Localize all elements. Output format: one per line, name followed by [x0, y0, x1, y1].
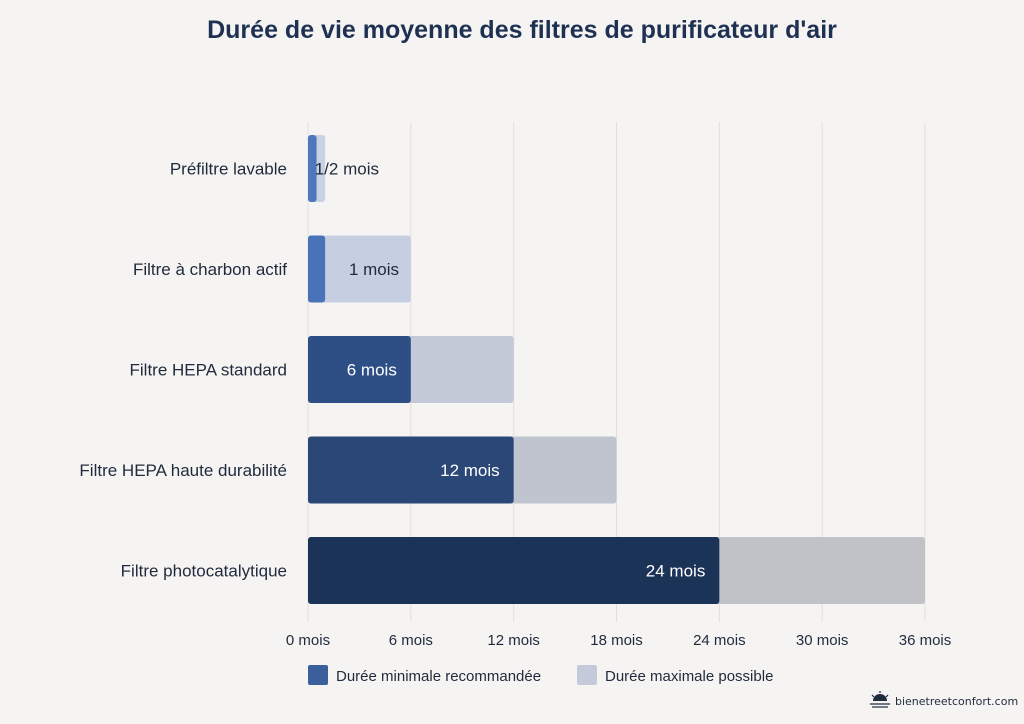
bar-min — [308, 336, 411, 403]
x-tick-label: 18 mois — [590, 632, 643, 649]
x-tick-label: 0 mois — [286, 632, 330, 649]
legend-swatch — [308, 665, 328, 685]
category-label: Préfiltre lavable — [170, 160, 287, 179]
data-label: 1/2 mois — [315, 160, 379, 179]
chart-title: Durée de vie moyenne des filtres de puri… — [207, 16, 837, 44]
bar-min — [308, 436, 514, 504]
x-tick-label: 36 mois — [899, 632, 952, 649]
bar-max — [308, 235, 411, 303]
x-tick-label: 6 mois — [389, 632, 433, 649]
data-label: 12 mois — [440, 461, 500, 480]
category-label: Filtre photocatalytique — [121, 562, 287, 581]
watermark-text: bienetreetconfort.com — [895, 695, 1018, 708]
data-label: 24 mois — [646, 562, 706, 581]
sunrise-logo-icon — [870, 691, 890, 708]
bar-min — [308, 537, 720, 604]
x-axis-ticks: 0 mois 6 mois 12 mois 18 mois 24 mois 30 mois… — [286, 632, 951, 649]
bar-min — [308, 235, 326, 303]
x-tick-label: 12 mois — [487, 632, 540, 649]
bars: 1/2 mois 1 mois 6 mois 12 mois 24 mois — [308, 135, 925, 604]
legend-label: Durée minimale recommandée — [336, 668, 541, 685]
category-label: Filtre à charbon actif — [133, 260, 287, 279]
x-tick-label: 24 mois — [693, 632, 746, 649]
x-tick-label: 30 mois — [796, 632, 849, 649]
data-label: 1 mois — [349, 260, 399, 279]
category-label: Filtre HEPA standard — [130, 361, 287, 380]
watermark: bienetreetconfort.com — [870, 691, 1018, 708]
legend-swatch — [577, 665, 597, 685]
legend-label: Durée maximale possible — [605, 668, 773, 685]
category-label: Filtre HEPA haute durabilité — [79, 461, 287, 480]
legend: Durée minimale recommandée Durée maximale… — [308, 665, 773, 685]
data-label: 6 mois — [347, 361, 397, 380]
bar-min — [308, 135, 317, 202]
category-labels: Préfiltre lavable Filtre à charbon actif F… — [79, 160, 287, 581]
